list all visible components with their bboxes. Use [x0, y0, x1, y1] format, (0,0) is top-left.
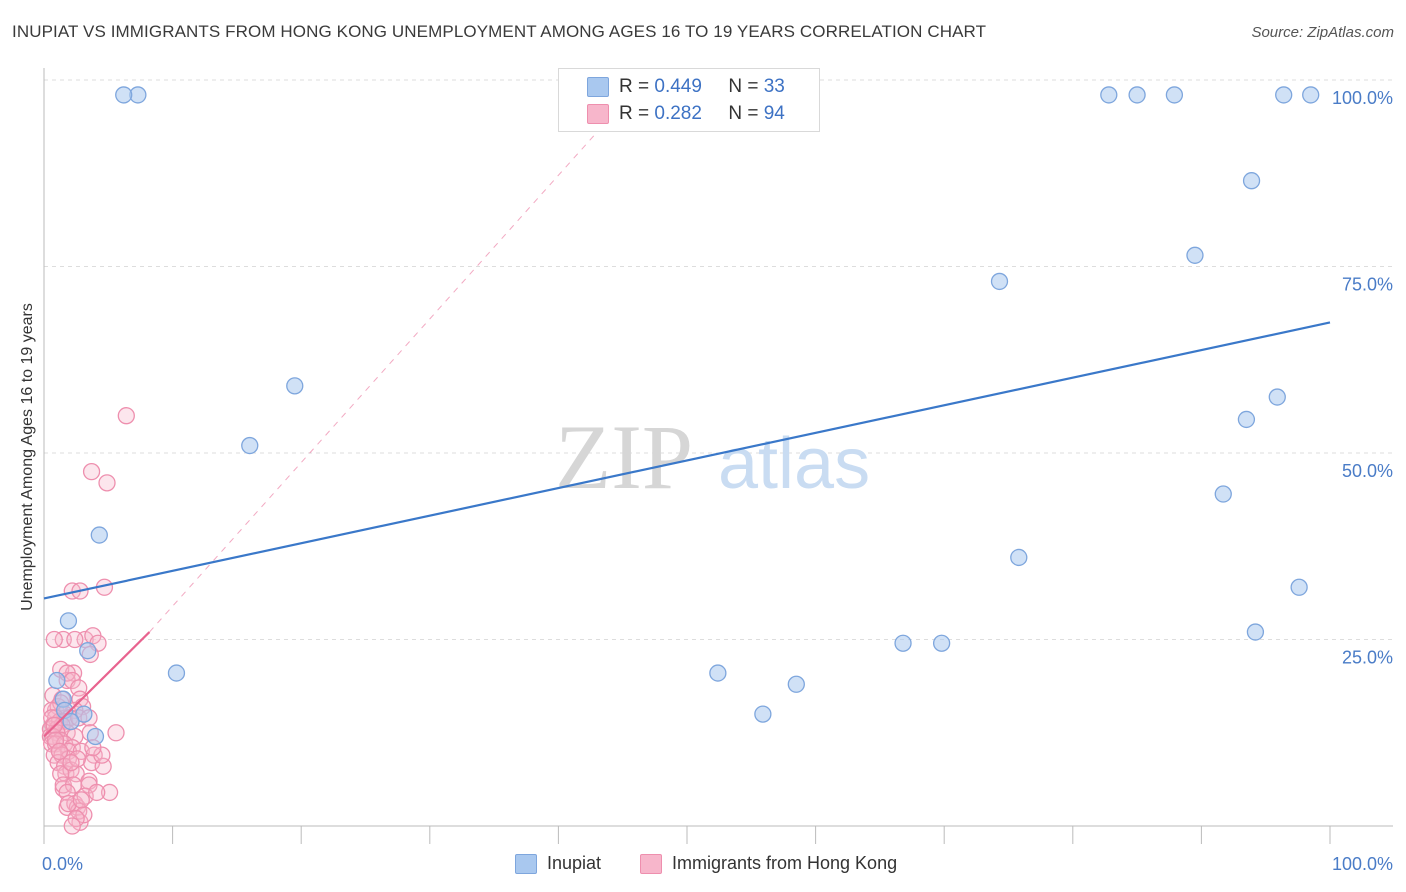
- legend-r-label: R =: [619, 76, 650, 97]
- inupiat-point: [241, 436, 259, 455]
- stats-legend: R = 0.449 N = 33 R = 0.282 N = 94: [558, 68, 820, 132]
- inupiat-point: [1246, 623, 1265, 641]
- inupiat-point: [1010, 548, 1028, 567]
- y-tick-label: 25.0%: [1342, 648, 1393, 668]
- inupiat-swatch: [515, 854, 537, 874]
- x-tick-label-start: 0.0%: [42, 854, 83, 874]
- hk-point: [117, 407, 135, 425]
- inupiat-swatch: [587, 77, 609, 97]
- inupiat-point: [1302, 86, 1320, 104]
- inupiat-points: [48, 86, 1320, 746]
- y-tick-label: 50.0%: [1342, 461, 1393, 481]
- inupiat-point: [1186, 246, 1204, 264]
- inupiat-point: [1275, 86, 1293, 104]
- legend-r-label: R =: [619, 103, 650, 124]
- inupiat-point: [1290, 578, 1308, 596]
- watermark-atlas: atlas: [718, 424, 870, 504]
- inupiat-point: [709, 664, 727, 682]
- inupiat-point: [754, 705, 772, 723]
- hk-trend-extension: [149, 131, 598, 633]
- hk-point: [100, 783, 119, 802]
- inupiat-point: [894, 634, 912, 652]
- legend-r-value: 0.282: [654, 103, 702, 124]
- inupiat-point: [115, 86, 133, 104]
- hk-points: [41, 407, 135, 835]
- hk-point: [72, 791, 90, 809]
- inupiat-point: [1242, 172, 1261, 190]
- legend-n-value: 94: [763, 103, 785, 124]
- legend-n-label: N =: [728, 76, 759, 97]
- y-tick-label: 75.0%: [1342, 275, 1393, 295]
- x-tick-label-end: 100.0%: [1332, 854, 1393, 874]
- hk-point: [88, 783, 106, 802]
- inupiat-point: [90, 526, 108, 544]
- hk-point: [46, 731, 65, 749]
- inupiat-trend-line: [43, 321, 1331, 600]
- inupiat-point: [86, 727, 105, 746]
- hong-kong-swatch: [587, 104, 609, 124]
- hk-trend-line: [43, 631, 151, 738]
- hk-point: [82, 462, 101, 481]
- inupiat-point: [75, 705, 93, 723]
- inupiat-point: [1237, 410, 1256, 429]
- axes: [43, 68, 1393, 844]
- inupiat-point: [286, 377, 304, 395]
- trend-lines: [43, 131, 1331, 738]
- hk-point: [98, 474, 116, 492]
- inupiat-point: [1268, 388, 1286, 406]
- hong-kong-swatch: [640, 854, 662, 874]
- chart-title: INUPIAT VS IMMIGRANTS FROM HONG KONG UNE…: [12, 22, 987, 41]
- inupiat-point: [1128, 86, 1146, 104]
- hk-point: [107, 724, 125, 742]
- inupiat-point: [1100, 86, 1118, 104]
- inupiat-point: [990, 272, 1009, 291]
- hk-point: [62, 753, 80, 772]
- watermark: ZIP atlas: [555, 406, 870, 508]
- inupiat-point: [48, 671, 66, 690]
- gridlines: [44, 79, 1392, 640]
- hk-point: [50, 742, 69, 761]
- inupiat-point: [59, 612, 78, 630]
- legend-n-value: 33: [763, 76, 785, 97]
- inupiat-point: [787, 675, 805, 693]
- bottom-legend-hong-kong-label: Immigrants from Hong Kong: [672, 853, 898, 873]
- hk-point: [63, 817, 81, 835]
- y-tick-label: 100.0%: [1332, 88, 1393, 108]
- source-credit: Source: ZipAtlas.com: [1251, 24, 1394, 41]
- inupiat-point: [79, 642, 97, 660]
- inupiat-point: [1165, 86, 1184, 104]
- bottom-legend-inupiat-label: Inupiat: [547, 853, 602, 873]
- hk-point: [66, 630, 84, 649]
- hk-point: [59, 794, 78, 813]
- watermark-zip: ZIP: [555, 406, 693, 508]
- legend-n-label: N =: [728, 103, 759, 124]
- inupiat-point: [932, 634, 951, 652]
- tick-labels: 25.0% 50.0% 75.0% 100.0% 0.0% 100.0%: [42, 88, 1393, 874]
- hk-point: [45, 630, 63, 649]
- inupiat-point: [1214, 485, 1232, 503]
- legend-r-value: 0.449: [654, 76, 702, 97]
- inupiat-point: [167, 664, 186, 682]
- inupiat-point: [62, 712, 80, 731]
